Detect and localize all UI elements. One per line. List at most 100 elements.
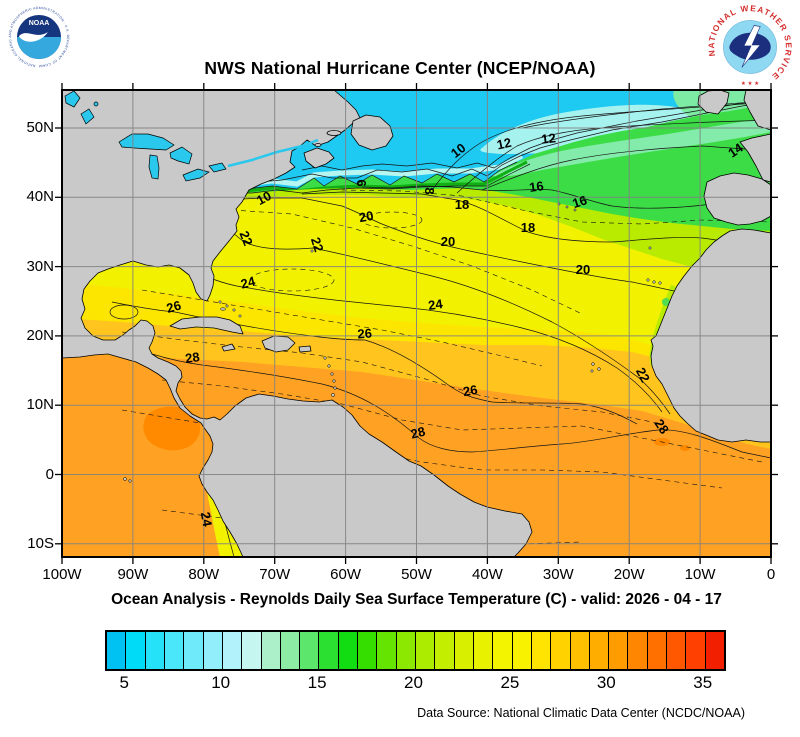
- noaa-wordmark: NOAA: [29, 20, 50, 27]
- colorbar-cell: [454, 632, 474, 669]
- lon-tick-label: 40W: [471, 566, 503, 583]
- colorbar-cell: [242, 632, 262, 669]
- colorbar-cell: [705, 632, 724, 669]
- lat-tick-label: 10N: [26, 396, 54, 414]
- contour-label: 16: [528, 178, 544, 195]
- colorbar-cell: [358, 632, 378, 669]
- colorbar-cell: [377, 632, 397, 669]
- lon-tick-label: 50W: [401, 566, 432, 583]
- contour-label: 18: [521, 220, 535, 235]
- colorbar-cell: [338, 632, 359, 669]
- contour-label: 24: [198, 511, 215, 529]
- lakes-layer: [64, 90, 319, 182]
- colorbar-cell: [628, 632, 648, 669]
- contour-label: 22: [237, 229, 256, 248]
- colorbar-cell: [184, 632, 204, 669]
- colorbar-cell: [493, 632, 513, 669]
- colorbar-cell: [145, 632, 165, 669]
- sst-map: 6 8 10 10 12 12 14 16 16 18 18 20 20 20 22 22 22 24 24 24 26…: [55, 83, 778, 564]
- lon-tick-label: 90W: [117, 566, 149, 583]
- nws-lightning-icon: [741, 25, 761, 68]
- colorbar-tick-labels: 5 10 15 20 25 30 35: [105, 673, 722, 699]
- lon-tick-label: 80W: [188, 566, 220, 583]
- contour-label: 26: [357, 326, 372, 342]
- lat-tick-label: 20N: [26, 326, 54, 344]
- lat-tick-label: 30N: [26, 257, 54, 275]
- lon-tick-label: 0: [766, 566, 776, 583]
- colorbar-tick-label: 35: [693, 673, 713, 692]
- contour-label: 22: [633, 365, 653, 385]
- contour-label: 28: [184, 349, 200, 366]
- contour-label: 20: [576, 262, 590, 277]
- colorbar-cell: [222, 632, 243, 669]
- colorbar-tick-label: 25: [500, 673, 520, 692]
- axis-ticks: [55, 83, 778, 564]
- lon-tick-label: 60W: [330, 566, 362, 583]
- colorbar-cell: [435, 632, 455, 669]
- contour-label: 24: [239, 273, 257, 291]
- colorbar-cell: [473, 632, 494, 669]
- colorbar-cell: [647, 632, 668, 669]
- contour-label: 20: [358, 208, 375, 225]
- noaa-emblem-sea: [17, 37, 61, 59]
- colorbar-cell: [396, 632, 416, 669]
- colorbar-tick-label: 10: [211, 673, 231, 692]
- colorbar-cell: [164, 632, 185, 669]
- colorbar-tick-label: 5: [119, 673, 130, 692]
- contour-label: 10: [254, 188, 274, 208]
- grid-lines: [62, 90, 771, 557]
- colorbar-cell: [609, 632, 629, 669]
- colorbar-tick-label: 30: [596, 673, 616, 692]
- lon-tick-label: 100W: [42, 566, 82, 583]
- lat-tick-label: 10S: [27, 534, 54, 552]
- lon-tick-label: 10W: [684, 566, 716, 583]
- colorbar-cell: [667, 632, 687, 669]
- colorbar-cell: [126, 632, 146, 669]
- lat-tick-label: 50N: [26, 119, 54, 136]
- colorbar-cell: [531, 632, 552, 669]
- contour-label: 8: [422, 187, 437, 194]
- lon-tick-label: 20W: [613, 566, 645, 583]
- contour-label: 24: [427, 296, 444, 313]
- contour-label: 18: [455, 197, 469, 212]
- lon-tick-label: 70W: [259, 566, 291, 583]
- colorbar-cell: [203, 632, 223, 669]
- lat-tick-label: 40N: [26, 188, 54, 206]
- colorbar-tick-label: 15: [307, 673, 327, 692]
- nws-logo: NATIONAL WEATHER SERVICE ★ ★ ★: [706, 3, 793, 90]
- contour-label: 26: [165, 297, 183, 315]
- contour-label: 16: [570, 192, 588, 211]
- contour-label: 20: [441, 234, 455, 249]
- noaa-logo: NATIONAL OCEANIC AND ATMOSPHERIC ADMINIS…: [8, 6, 70, 68]
- contour-label: 28: [409, 424, 427, 442]
- contour-label: 28: [651, 416, 672, 436]
- page-title: NWS National Hurricane Center (NCEP/NOAA…: [204, 58, 596, 78]
- map-caption: Ocean Analysis - Reynolds Daily Sea Surf…: [111, 591, 722, 608]
- contour-label: 26: [462, 382, 479, 399]
- contour-label: 6: [354, 179, 369, 186]
- colorbar-cell: [589, 632, 610, 669]
- noaa-gull-icon: [19, 32, 48, 42]
- colorbar-cell: [261, 632, 281, 669]
- colorbar-cell: [416, 632, 436, 669]
- contour-label: 12: [541, 130, 557, 146]
- lon-tick-label: 30W: [542, 566, 574, 583]
- colorbar-tick-label: 20: [404, 673, 423, 692]
- contour-label: 12: [495, 135, 512, 153]
- colorbar-cell: [686, 632, 706, 669]
- nws-stars: ★ ★ ★: [741, 80, 759, 87]
- temperature-colorbar: [105, 630, 726, 671]
- map-frame: [61, 89, 772, 558]
- lat-tick-label: 0: [45, 465, 54, 483]
- colorbar-cell: [570, 632, 590, 669]
- colorbar-cell: [300, 632, 320, 669]
- colorbar-cell: [319, 632, 339, 669]
- contour-label: 22: [308, 235, 327, 253]
- colorbar-cell: [107, 632, 127, 669]
- colorbar-cell: [280, 632, 301, 669]
- colorbar-cell: [512, 632, 532, 669]
- colorbar-cell: [551, 632, 571, 669]
